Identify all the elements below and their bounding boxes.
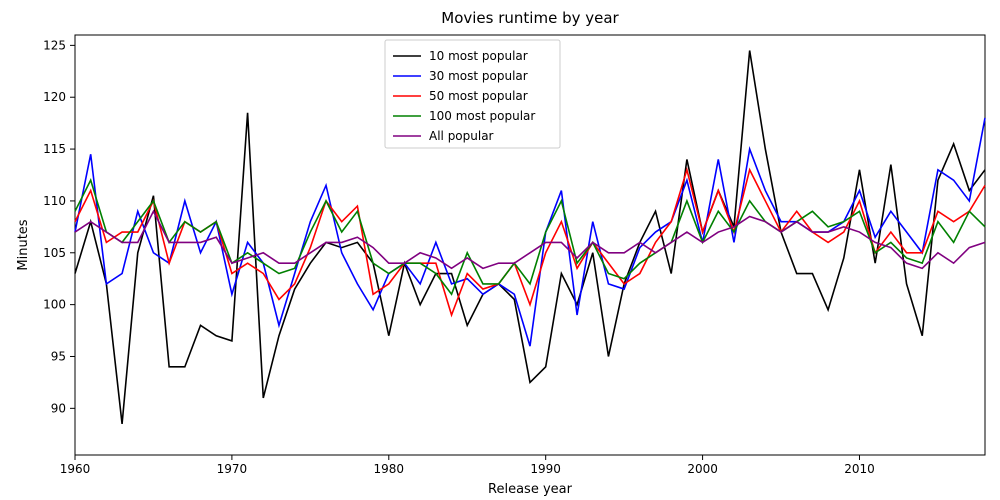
y-tick-label: 120 (43, 90, 66, 104)
y-axis-label: Minutes (16, 219, 31, 270)
x-tick-label: 2010 (844, 462, 875, 476)
y-tick-label: 110 (43, 194, 66, 208)
y-tick-label: 90 (51, 401, 66, 415)
chart-svg: 1960 1970 1980 1990 2000 2010 Release year 90 95… (0, 0, 1000, 500)
series-line-4 (75, 211, 985, 268)
x-tick-label: 1980 (374, 462, 405, 476)
legend-label: 10 most popular (429, 49, 528, 63)
y-tick-label: 115 (43, 142, 66, 156)
legend-label: 100 most popular (429, 109, 535, 123)
runtime-chart: 1960 1970 1980 1990 2000 2010 Release year 90 95… (0, 0, 1000, 500)
legend-label: All popular (429, 129, 494, 143)
chart-title: Movies runtime by year (441, 9, 619, 27)
legend-label: 50 most popular (429, 89, 528, 103)
x-tick-label: 1960 (60, 462, 91, 476)
series-line-2 (75, 170, 985, 315)
x-tick-label: 1970 (217, 462, 248, 476)
legend-label: 30 most popular (429, 69, 528, 83)
series-line-3 (75, 180, 985, 294)
legend: 10 most popular 30 most popular 50 most po… (385, 40, 560, 148)
y-tick-label: 95 (51, 349, 66, 363)
y-tick-label: 105 (43, 246, 66, 260)
x-tick-label: 1990 (530, 462, 561, 476)
y-tick-label: 100 (43, 298, 66, 312)
x-axis-label: Release year (488, 482, 573, 497)
x-tick-label: 2000 (687, 462, 718, 476)
y-tick-label: 125 (43, 38, 66, 52)
